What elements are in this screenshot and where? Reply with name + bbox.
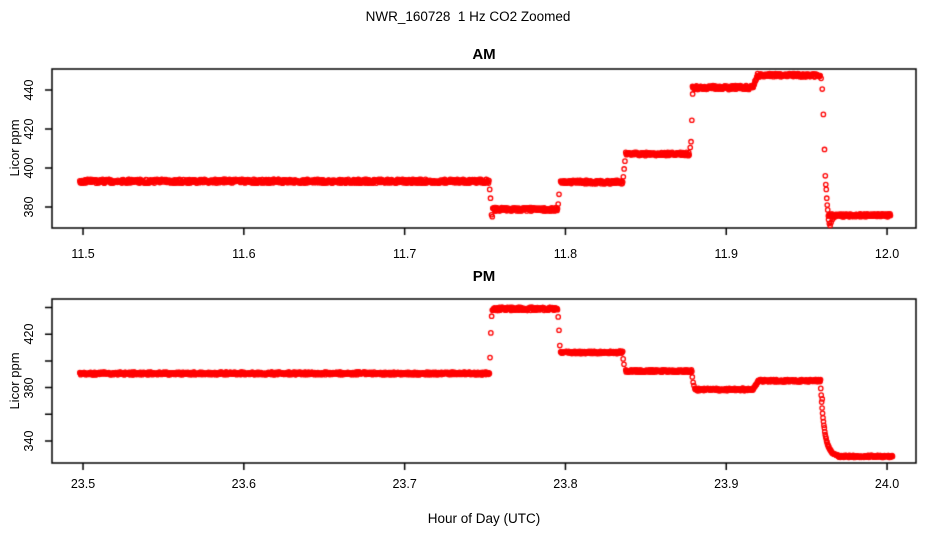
- x-tick-label: 23.8: [553, 477, 578, 491]
- pm-panel-title: PM: [472, 268, 496, 285]
- x-tick-label: 23.9: [714, 477, 739, 491]
- y-tick-label: 340: [22, 430, 36, 452]
- y-tick-label: 400: [22, 157, 36, 179]
- x-tick-label: 11.6: [232, 247, 256, 261]
- x-tick-label: 24.0: [874, 477, 900, 491]
- x-tick-label: 23.6: [231, 477, 256, 491]
- y-tick-label: 420: [22, 323, 36, 345]
- x-tick-label: 11.9: [714, 247, 738, 261]
- y-tick-label: 440: [22, 79, 36, 101]
- pm-y-axis-label: Licor ppm: [7, 352, 22, 410]
- y-tick-label: 380: [22, 196, 36, 218]
- page-title: NWR_160728 1 Hz CO2 Zoomed: [365, 9, 571, 24]
- y-tick-label: 420: [22, 118, 36, 140]
- x-tick-label: 23.5: [70, 477, 96, 491]
- am-y-axis-label: Licor ppm: [7, 119, 22, 177]
- x-tick-label: 12.0: [874, 247, 900, 261]
- x-axis-label: Hour of Day (UTC): [427, 511, 541, 526]
- x-tick-label: 11.5: [71, 247, 95, 261]
- x-tick-label: 11.8: [553, 247, 578, 261]
- y-tick-label: 380: [22, 377, 36, 399]
- x-tick-label: 11.7: [392, 247, 417, 261]
- am-panel-title: AM: [472, 46, 496, 63]
- x-tick-label: 23.7: [392, 477, 417, 491]
